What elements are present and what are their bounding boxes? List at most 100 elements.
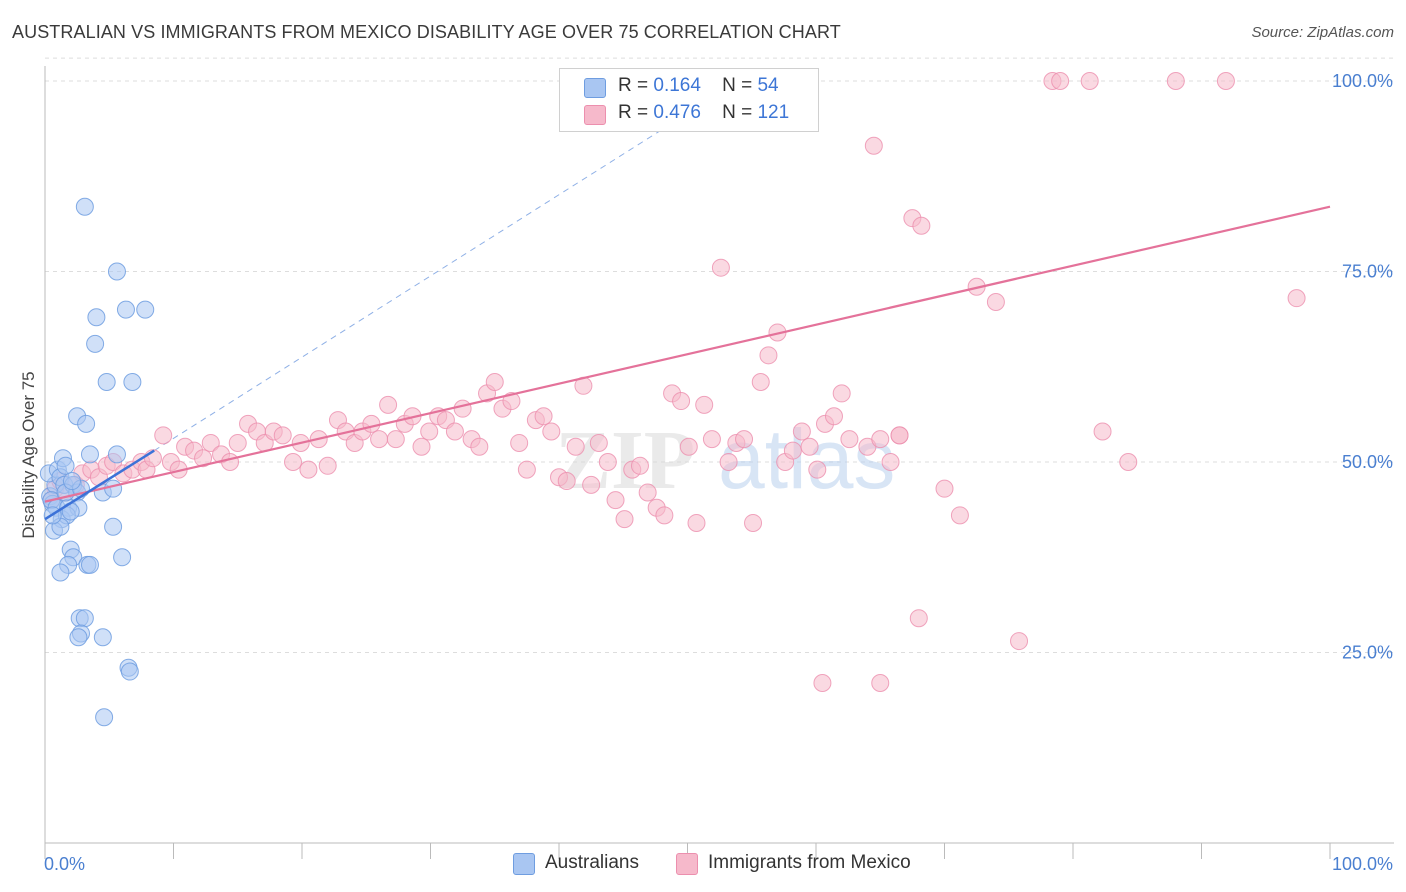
y-axis-label: Disability Age Over 75 [19, 371, 38, 538]
mexico-point [412, 437, 431, 456]
bottom-legend-label: Australians [545, 852, 639, 873]
y-tick-label: 100.0% [1332, 71, 1393, 91]
mexico-point [318, 456, 337, 475]
mexico-point [792, 422, 811, 441]
mexico-point [606, 491, 625, 510]
mexico-point [598, 453, 617, 471]
chart-title: AUSTRALIAN VS IMMIGRANTS FROM MEXICO DIS… [12, 22, 841, 42]
bottom-legend-label: Immigrants from Mexico [708, 852, 911, 873]
mexico-point [735, 430, 754, 449]
mexico-point [228, 433, 247, 452]
australians-point [107, 262, 126, 281]
mexico-point [832, 384, 851, 403]
legend-n-label: N = [722, 102, 753, 123]
mexico-point [687, 513, 706, 532]
axes [44, 66, 1394, 859]
legend-r-value: 0.164 [653, 75, 701, 96]
mexico-point [386, 430, 405, 449]
mexico-point [783, 441, 802, 460]
mexico-point [1093, 422, 1112, 441]
mexico-point [890, 426, 909, 445]
legend-r-label: R = [618, 75, 649, 96]
legend-r-label: R = [618, 102, 649, 123]
mexico-points [42, 72, 1306, 692]
mexico-point [655, 506, 674, 525]
australians-point [95, 708, 114, 727]
australians-point [120, 662, 139, 681]
australians-point [62, 472, 81, 491]
mexico-point [1010, 632, 1029, 651]
australians-point [75, 197, 94, 216]
mexico-point [711, 258, 730, 277]
mexico-point [420, 422, 439, 441]
mexico-point [824, 407, 843, 426]
mexico-point [909, 609, 928, 628]
mexico-point [1080, 72, 1099, 90]
mexico-point [840, 430, 859, 449]
mexico-point [751, 372, 770, 391]
mexico-point [702, 430, 721, 449]
mexico-point [470, 437, 489, 456]
australians-point [116, 300, 135, 319]
australians-point [75, 609, 94, 628]
y-tick-label: 75.0% [1342, 262, 1393, 282]
legend-swatch-pink [584, 105, 606, 125]
mexico-point [589, 433, 608, 452]
mexico-point [881, 453, 900, 471]
mexico-point [517, 460, 536, 479]
mexico-point [445, 422, 464, 441]
legend-n-label: N = [722, 75, 753, 96]
australians-point [69, 628, 88, 647]
mexico-point [453, 399, 472, 418]
source-label: Source: ZipAtlas.com [1251, 24, 1394, 41]
australians-point [51, 563, 70, 582]
australians-point [93, 628, 112, 647]
mexico-point [864, 136, 883, 155]
mexico-point [201, 433, 220, 452]
mexico-point [299, 460, 318, 479]
mexico-point [638, 483, 657, 502]
tick-labels: 25.0% 50.0% 75.0% 100.0% 0.0% 100.0% [44, 71, 1393, 874]
australians-point [104, 517, 123, 536]
watermark-zip: ZIP [555, 414, 695, 507]
mexico-point [744, 513, 763, 532]
mexico-point [542, 422, 561, 441]
mexico-point [615, 510, 634, 529]
mexico-point [935, 479, 954, 498]
australians-point [80, 445, 99, 464]
mexico-point [912, 216, 931, 235]
trend-lines [44, 205, 1331, 521]
australians-point [86, 334, 105, 353]
legend-n-value: 121 [757, 102, 790, 123]
australians-trend-line [44, 449, 155, 521]
australians-point [77, 414, 96, 433]
mexico-point [759, 346, 778, 365]
mexico-point [871, 430, 890, 449]
australians-point [56, 456, 75, 475]
mexico-point [871, 673, 890, 692]
bottom-legend-swatch-blue [513, 853, 535, 875]
mexico-point [566, 437, 585, 456]
mexico-point [1216, 72, 1235, 90]
bottom-legend-swatch-pink [676, 853, 698, 875]
mexico-point [510, 433, 529, 452]
australians-trend-dashed [153, 80, 740, 451]
mexico-point [370, 430, 389, 449]
mexico-point [800, 437, 819, 456]
australians-trend-extension [153, 80, 740, 451]
australians-point [113, 548, 132, 567]
mexico-point [1051, 72, 1070, 90]
mexico-point [1119, 453, 1138, 471]
australians-point [104, 479, 123, 498]
mexico-point [284, 453, 303, 471]
x-tick-label: 0.0% [44, 854, 85, 874]
mexico-point [808, 460, 827, 479]
mexico-point [502, 392, 521, 411]
mexico-point [221, 453, 240, 471]
legend-n-value: 54 [757, 75, 779, 96]
mexico-point [194, 449, 213, 468]
mexico-point [534, 407, 553, 426]
legend: R = 0.164 N = 54 R = 0.476 N = 121 [559, 68, 819, 132]
australians-point [136, 300, 155, 319]
